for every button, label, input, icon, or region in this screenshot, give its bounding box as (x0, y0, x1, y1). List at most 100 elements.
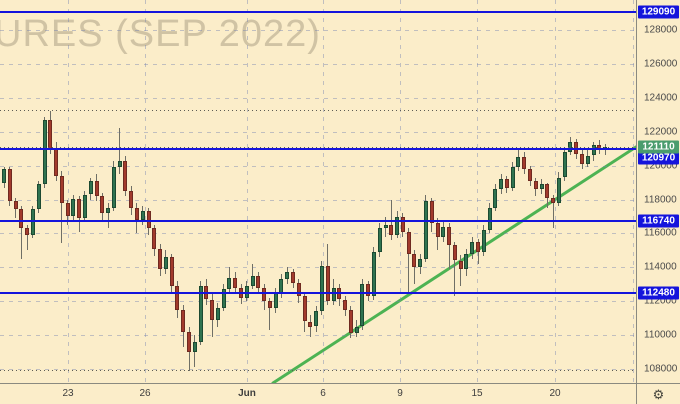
candlestick (319, 265, 324, 312)
candle-wick (61, 170, 63, 244)
horizontal-level-line[interactable] (0, 148, 636, 151)
candlestick (545, 184, 550, 198)
candlestick (192, 341, 197, 352)
gridline-horizontal (0, 233, 636, 235)
candlestick (556, 177, 561, 203)
gridline-horizontal (0, 267, 636, 269)
candlestick (476, 241, 480, 253)
candlestick (158, 248, 163, 269)
price-tick-label: 126000 (644, 58, 678, 70)
gridline-horizontal (0, 335, 636, 337)
candlestick (400, 216, 405, 232)
candlestick (19, 208, 24, 229)
price-scale-settings-button[interactable]: ⚙ (637, 384, 680, 404)
price-tick-label: 120000 (644, 160, 678, 172)
gridline-vertical (247, 0, 248, 383)
price-axis[interactable]: 128000 126000 124000 122000 120000 118000 1160… (637, 0, 680, 383)
candlestick (233, 277, 238, 288)
candlestick (487, 208, 492, 230)
price-tick-label: 128000 (644, 24, 678, 36)
candlestick (429, 201, 434, 224)
price-tick-label: 122000 (644, 126, 678, 138)
candlestick (418, 258, 423, 268)
candlestick (493, 189, 498, 208)
candlestick (88, 180, 93, 195)
candlestick (2, 169, 6, 183)
price-tick-label: 114000 (644, 261, 677, 273)
candlestick (123, 160, 128, 192)
candlestick (291, 272, 295, 283)
candlestick (59, 175, 64, 203)
current-price-badge: 121110 (638, 140, 679, 154)
candle-wick (448, 223, 450, 269)
time-axis-separator (0, 383, 680, 384)
candle-wick (408, 228, 410, 293)
price-tick-label: 118000 (644, 194, 677, 205)
gridline-horizontal (0, 64, 636, 65)
candle-wick (26, 225, 28, 250)
chart-plot-area[interactable]: URES (SEP 2022) (0, 0, 636, 383)
candlestick (354, 326, 359, 334)
candlestick (25, 228, 30, 236)
gear-icon: ⚙ (652, 386, 665, 402)
candlestick (383, 225, 388, 229)
candle-wick (119, 128, 121, 175)
candlestick (244, 285, 249, 298)
candlestick (227, 277, 232, 290)
candlestick (331, 287, 336, 302)
candlestick (273, 292, 278, 308)
time-axis-label: 23 (62, 388, 74, 399)
candlestick (470, 241, 475, 254)
candlestick (140, 211, 145, 220)
candlestick (250, 275, 255, 286)
candlestick (504, 179, 509, 188)
candlestick (13, 201, 18, 209)
candlestick (152, 228, 157, 249)
gridline-horizontal (0, 165, 636, 167)
candlestick (210, 299, 215, 320)
time-axis[interactable]: 23 26 Jun 6 9 15 20 (0, 384, 636, 404)
candlestick (406, 231, 411, 254)
horizontal-level-line[interactable] (0, 10, 636, 13)
symbol-watermark: URES (SEP 2022) (0, 13, 321, 55)
candlestick (591, 145, 596, 156)
candlestick (533, 180, 538, 190)
horizontal-level-line[interactable] (0, 292, 636, 295)
candlestick (395, 216, 399, 236)
horizontal-level-line[interactable] (0, 219, 636, 222)
candlestick (48, 119, 53, 149)
price-level-badge: 116740 (638, 214, 679, 228)
price-tick-label: 116000 (644, 227, 677, 239)
candlestick (458, 260, 463, 269)
candlestick (36, 184, 41, 209)
candlestick (360, 284, 365, 327)
gridline-horizontal (0, 368, 636, 370)
candlestick (343, 299, 347, 310)
gridline-vertical (555, 0, 556, 383)
candlestick (256, 275, 261, 288)
time-axis-label: 6 (320, 388, 326, 399)
candlestick (77, 198, 82, 219)
candlestick (181, 309, 186, 332)
candlestick (377, 228, 382, 252)
candlestick (279, 279, 284, 293)
range-extreme-dotted-line (0, 369, 636, 371)
gridline-horizontal (0, 97, 636, 99)
candlestick (412, 253, 417, 268)
gridline-vertical (633, 0, 634, 383)
gridline-vertical (477, 0, 478, 383)
candlestick (371, 252, 376, 297)
candlestick (146, 211, 151, 229)
gridline-horizontal (0, 131, 636, 133)
candle-wick (269, 297, 271, 330)
candlestick (522, 157, 527, 170)
candle-wick (454, 241, 456, 297)
candlestick (499, 179, 504, 190)
candlestick (574, 142, 579, 154)
candlestick (423, 201, 428, 259)
candlestick (580, 153, 584, 164)
price-level-badge: 120970 (638, 151, 679, 165)
candlestick (325, 265, 330, 302)
price-axis-separator (636, 0, 637, 404)
